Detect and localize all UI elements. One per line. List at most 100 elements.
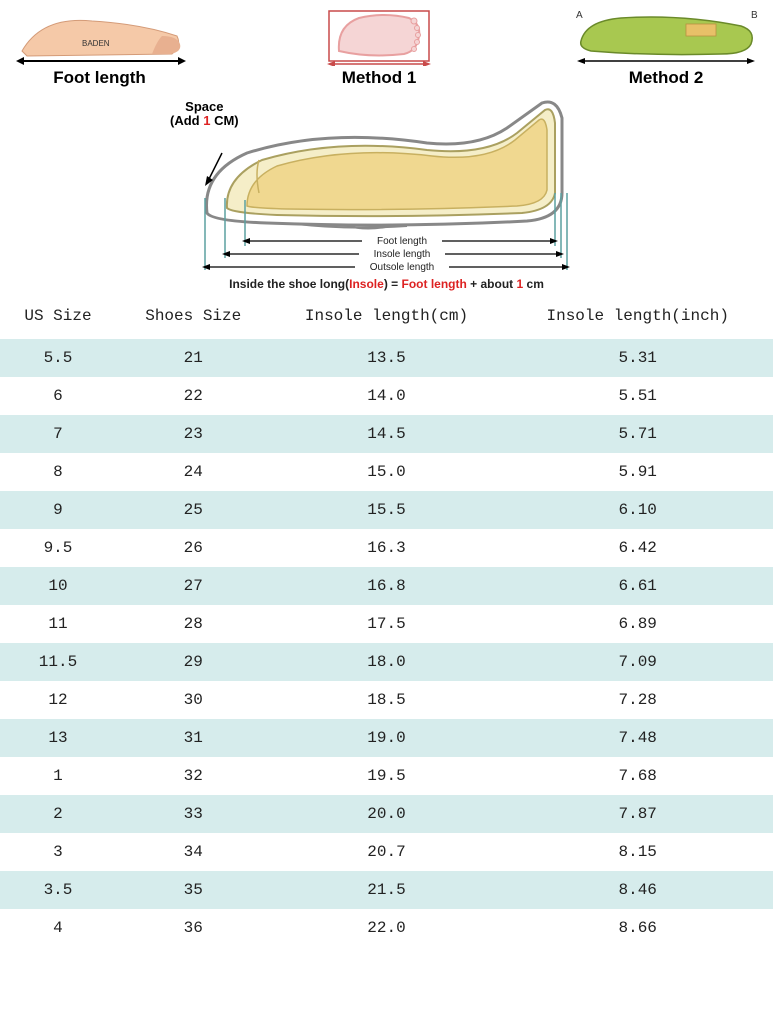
table-cell: 5.71: [502, 415, 773, 453]
table-cell: 7.68: [502, 757, 773, 795]
formula-foot: Foot length: [402, 277, 467, 291]
foot-length-label: Foot length: [53, 68, 146, 88]
table-cell: 16.8: [271, 567, 503, 605]
table-cell: 13: [0, 719, 116, 757]
table-cell: 6.89: [502, 605, 773, 643]
table-cell: 9: [0, 491, 116, 529]
table-cell: 21: [116, 339, 271, 377]
formula-insole: Insole: [349, 277, 384, 291]
table-cell: 24: [116, 453, 271, 491]
table-cell: 7.48: [502, 719, 773, 757]
table-cell: 29: [116, 643, 271, 681]
diagram-foot-length-text: Foot length: [376, 236, 426, 247]
table-row: 23320.07.87: [0, 795, 773, 833]
table-row: 33420.78.15: [0, 833, 773, 871]
method2-label: Method 2: [629, 68, 704, 88]
shoe-diagram: Space (Add 1 CM): [0, 92, 773, 297]
table-cell: 10: [0, 567, 116, 605]
table-cell: 4: [0, 909, 116, 947]
table-cell: 11: [0, 605, 116, 643]
method1-illustration: [309, 6, 449, 66]
table-cell: 7: [0, 415, 116, 453]
table-row: 9.52616.36.42: [0, 529, 773, 567]
table-row: 43622.08.66: [0, 909, 773, 947]
table-cell: 15.5: [271, 491, 503, 529]
table-cell: 19.0: [271, 719, 503, 757]
table-cell: 6.10: [502, 491, 773, 529]
table-row: 123018.57.28: [0, 681, 773, 719]
space-text-1: Space: [185, 99, 223, 114]
table-cell: 31: [116, 719, 271, 757]
table-cell: 11.5: [0, 643, 116, 681]
table-cell: 26: [116, 529, 271, 567]
table-cell: 12: [0, 681, 116, 719]
table-cell: 7.28: [502, 681, 773, 719]
table-row: 11.52918.07.09: [0, 643, 773, 681]
svg-text:A: A: [576, 10, 583, 21]
col-shoes-size: Shoes Size: [116, 297, 271, 339]
table-cell: 27: [116, 567, 271, 605]
svg-text:B: B: [751, 10, 758, 21]
table-cell: 14.0: [271, 377, 503, 415]
table-cell: 6.61: [502, 567, 773, 605]
col-insole-cm: Insole length(cm): [271, 297, 503, 339]
table-cell: 23: [116, 415, 271, 453]
table-cell: 21.5: [271, 871, 503, 909]
table-row: 72314.55.71: [0, 415, 773, 453]
table-cell: 2: [0, 795, 116, 833]
table-cell: 7.09: [502, 643, 773, 681]
table-row: 3.53521.58.46: [0, 871, 773, 909]
table-cell: 1: [0, 757, 116, 795]
table-cell: 16.3: [271, 529, 503, 567]
diagram-insole-length-text: Insole length: [373, 249, 430, 260]
table-cell: 18.5: [271, 681, 503, 719]
table-cell: 35: [116, 871, 271, 909]
table-cell: 17.5: [271, 605, 503, 643]
table-cell: 18.0: [271, 643, 503, 681]
table-row: 62214.05.51: [0, 377, 773, 415]
size-table: US Size Shoes Size Insole length(cm) Ins…: [0, 297, 773, 947]
space-label: Space (Add 1 CM): [170, 100, 239, 129]
formula-end: cm: [523, 277, 544, 291]
table-cell: 33: [116, 795, 271, 833]
space-text-pre: (Add: [170, 113, 203, 128]
table-cell: 25: [116, 491, 271, 529]
formula-mid2: + about: [467, 277, 517, 291]
table-cell: 13.5: [271, 339, 503, 377]
table-cell: 7.87: [502, 795, 773, 833]
table-header: US Size Shoes Size Insole length(cm) Ins…: [0, 297, 773, 339]
table-cell: 20.0: [271, 795, 503, 833]
table-body: 5.52113.55.3162214.05.5172314.55.7182415…: [0, 339, 773, 947]
table-row: 92515.56.10: [0, 491, 773, 529]
svg-text:BADEN: BADEN: [82, 39, 110, 48]
table-cell: 5.31: [502, 339, 773, 377]
space-text-post: CM): [210, 113, 238, 128]
table-row: 5.52113.55.31: [0, 339, 773, 377]
col-us-size: US Size: [0, 297, 116, 339]
method-1: Method 1: [309, 8, 449, 88]
table-cell: 14.5: [271, 415, 503, 453]
formula-mid1: ) =: [384, 277, 402, 291]
table-cell: 8.15: [502, 833, 773, 871]
table-cell: 3.5: [0, 871, 116, 909]
table-cell: 36: [116, 909, 271, 947]
table-cell: 8.46: [502, 871, 773, 909]
method-2: A B Method 2: [571, 8, 761, 88]
formula-pre: Inside the shoe long(: [229, 277, 349, 291]
foot-photo-illustration: BADEN: [12, 6, 187, 66]
table-cell: 30: [116, 681, 271, 719]
table-cell: 9.5: [0, 529, 116, 567]
table-cell: 5.5: [0, 339, 116, 377]
table-cell: 20.7: [271, 833, 503, 871]
table-cell: 6: [0, 377, 116, 415]
diagram-outsole-length-text: Outsole length: [369, 262, 434, 273]
table-cell: 8: [0, 453, 116, 491]
method-foot-length: BADEN Foot length: [12, 8, 187, 88]
table-cell: 22.0: [271, 909, 503, 947]
table-cell: 5.51: [502, 377, 773, 415]
formula-text: Inside the shoe long(Insole) = Foot leng…: [229, 277, 544, 291]
method2-illustration: A B: [571, 6, 761, 66]
table-row: 112817.56.89: [0, 605, 773, 643]
table-cell: 22: [116, 377, 271, 415]
col-insole-inch: Insole length(inch): [502, 297, 773, 339]
